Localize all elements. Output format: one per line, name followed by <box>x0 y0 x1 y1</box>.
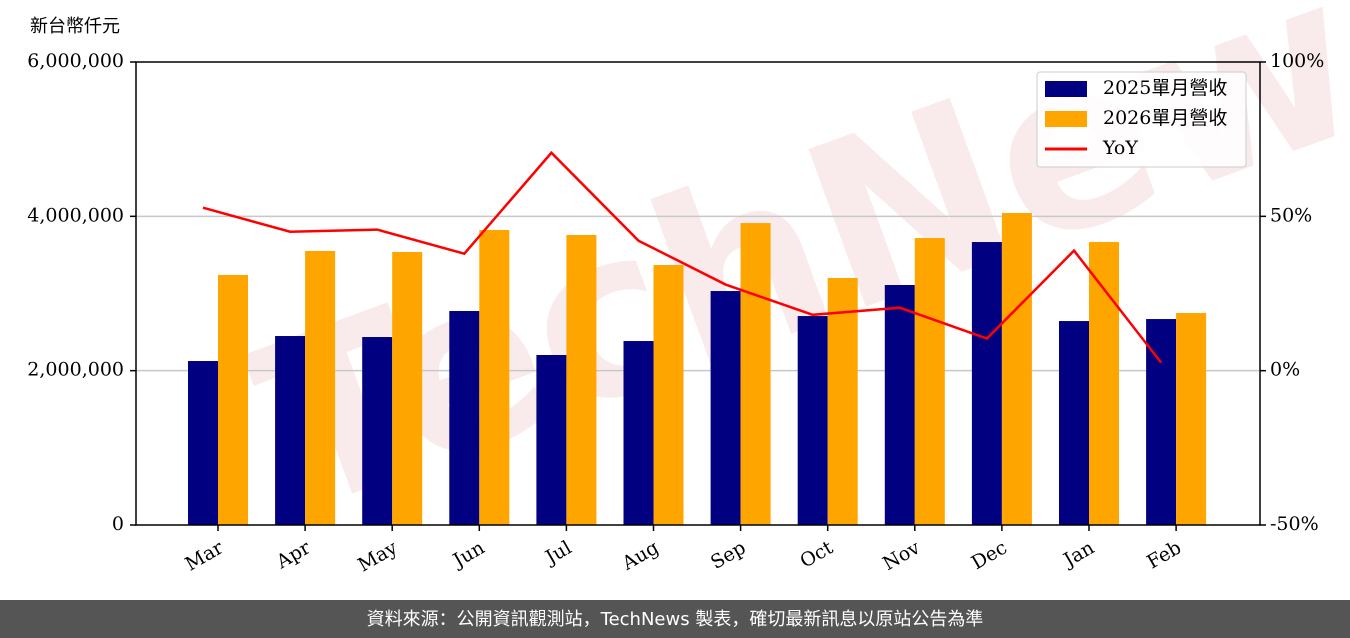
x-tick-label: Feb <box>1143 537 1185 574</box>
x-tick-label: Jan <box>1058 537 1098 573</box>
legend-swatch <box>1045 111 1087 127</box>
bar <box>710 291 741 525</box>
bar <box>218 274 248 525</box>
bar <box>1089 242 1119 525</box>
bar <box>623 341 654 525</box>
y-tick-label: 4,000,000 <box>27 204 124 226</box>
y2-tick-label: 100% <box>1270 50 1324 72</box>
bar <box>971 242 1002 525</box>
y2-tick-label: 0% <box>1270 359 1300 381</box>
bar <box>479 229 510 526</box>
bar <box>362 337 393 525</box>
y-axis-label: 新台幣仟元 <box>30 16 120 37</box>
x-tick-label: Sep <box>707 537 750 574</box>
bar <box>449 311 480 525</box>
x-tick-label: Jun <box>448 537 489 573</box>
y-tick-label: 6,000,000 <box>27 50 124 72</box>
bar <box>653 265 684 525</box>
bar <box>797 316 828 525</box>
bar <box>566 235 597 525</box>
x-tick-label: Mar <box>181 536 227 575</box>
bar <box>536 355 567 525</box>
bar <box>1059 321 1089 525</box>
legend-label: 2026單月營收 <box>1103 107 1227 129</box>
bar <box>392 251 423 526</box>
bar <box>827 277 858 525</box>
bar <box>914 238 945 526</box>
legend-label: YoY <box>1102 137 1138 159</box>
bar <box>275 336 306 525</box>
line-series <box>202 150 1163 364</box>
source-note: 資料來源：公開資訊觀測站，TechNews 製表，確切最新訊息以原站公告為準 <box>367 609 984 630</box>
legend-box <box>1036 71 1247 168</box>
bar <box>884 285 915 525</box>
y2-tick-label: -50% <box>1270 513 1319 535</box>
bar <box>305 250 336 525</box>
bar <box>1001 213 1032 525</box>
y-tick-label: 2,000,000 <box>27 359 124 381</box>
x-tick-label: Dec <box>968 537 1011 575</box>
legend-label: 2025單月營收 <box>1103 77 1227 99</box>
y2-tick-label: 50% <box>1270 204 1312 226</box>
bar <box>740 223 771 526</box>
bar <box>188 361 218 525</box>
x-tick-label: Aug <box>618 537 663 576</box>
x-tick-label: Jul <box>540 537 575 570</box>
y-tick-label: 0 <box>112 513 124 535</box>
legend-swatch <box>1045 81 1087 97</box>
bar <box>1146 319 1177 525</box>
footer-bar <box>0 600 1350 638</box>
bar <box>1176 313 1207 525</box>
x-tick-label: Oct <box>796 536 837 572</box>
plot-frame <box>135 61 1261 526</box>
x-tick-label: Nov <box>879 536 924 575</box>
